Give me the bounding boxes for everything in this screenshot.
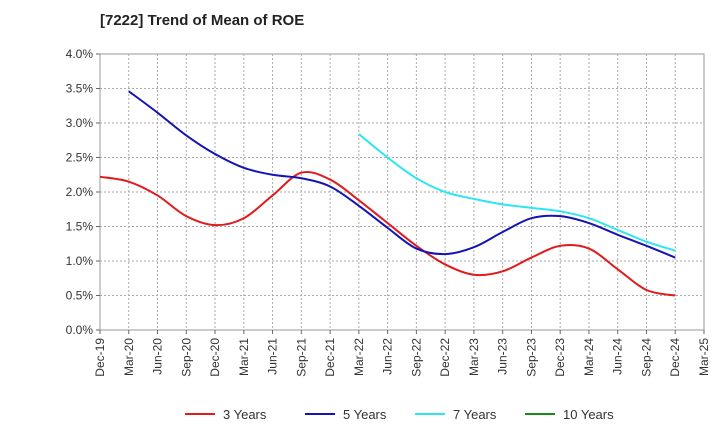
x-tick-label: Sep-23 <box>524 338 538 377</box>
y-tick-label: 0.0% <box>66 323 94 337</box>
y-tick-label: 3.0% <box>66 116 94 130</box>
y-tick-label: 1.5% <box>66 220 94 234</box>
legend-label-7-years: 7 Years <box>453 407 497 422</box>
x-tick-label: Dec-19 <box>93 338 107 377</box>
x-tick-label: Dec-23 <box>553 338 567 377</box>
x-tick-label: Jun-20 <box>151 338 165 375</box>
x-tick-label: Dec-21 <box>323 338 337 377</box>
series-line-3-years <box>99 170 676 297</box>
x-tick-label: Dec-20 <box>208 338 222 377</box>
y-tick-label: 3.5% <box>66 82 94 96</box>
legend-label-3-years: 3 Years <box>223 407 267 422</box>
y-tick-label: 2.0% <box>66 185 94 199</box>
x-tick-label: Mar-21 <box>237 338 251 376</box>
x-tick-label: Jun-23 <box>496 338 510 375</box>
y-tick-label: 1.0% <box>66 254 94 268</box>
x-tick-label: Jun-22 <box>381 338 395 375</box>
x-tick-label: Sep-24 <box>639 338 653 377</box>
legend-label-5-years: 5 Years <box>343 407 387 422</box>
legend-label-10-years: 10 Years <box>563 407 614 422</box>
x-tick-label: Jun-21 <box>266 338 280 375</box>
series-line-5-years <box>128 90 676 259</box>
series-line-7-years <box>358 133 676 252</box>
y-tick-label: 2.5% <box>66 151 94 165</box>
y-tick-label: 0.5% <box>66 289 94 303</box>
chart-title: [7222] Trend of Mean of ROE <box>100 12 305 29</box>
x-tick-label: Mar-23 <box>467 338 481 376</box>
x-tick-label: Mar-22 <box>352 338 366 376</box>
x-tick-label: Mar-20 <box>122 338 136 376</box>
x-tick-label: Dec-22 <box>438 338 452 377</box>
x-tick-label: Sep-20 <box>179 338 193 377</box>
y-tick-label: 4.0% <box>66 47 94 61</box>
x-tick-label: Dec-24 <box>668 338 682 377</box>
x-tick-label: Sep-21 <box>294 338 308 377</box>
x-tick-label: Mar-24 <box>582 338 596 376</box>
x-tick-label: Jun-24 <box>611 338 625 375</box>
x-tick-label: Mar-25 <box>697 338 711 376</box>
x-tick-label: Sep-22 <box>409 338 423 377</box>
